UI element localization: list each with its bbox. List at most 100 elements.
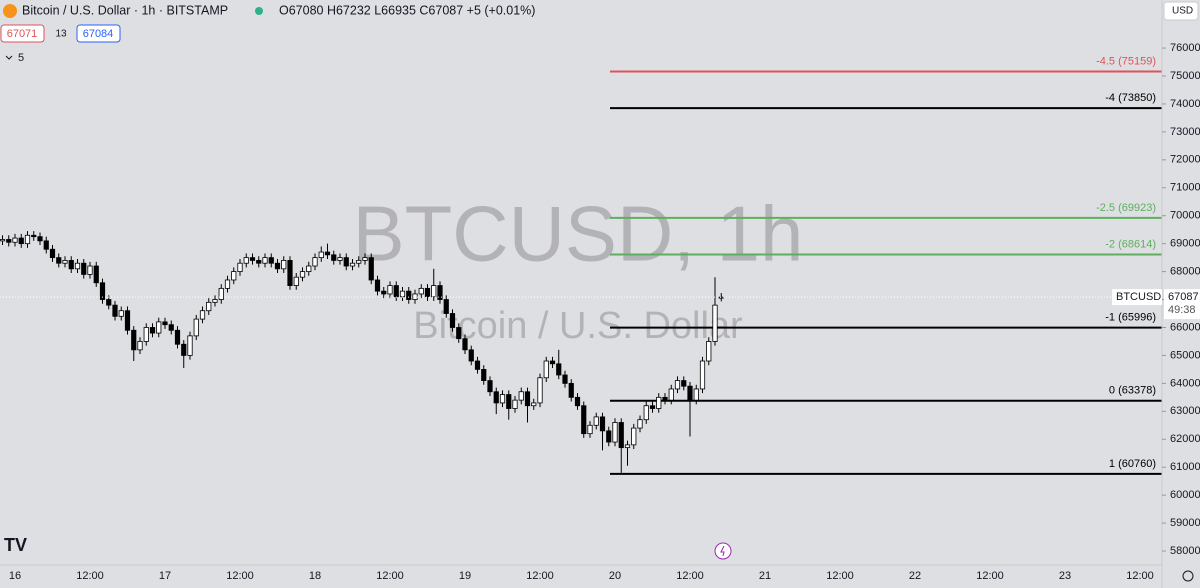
x-tick-label: 12:00 xyxy=(676,570,704,582)
candle-body xyxy=(474,360,481,370)
candle-body xyxy=(543,360,549,379)
candle-body xyxy=(306,265,312,273)
candle-body xyxy=(268,257,274,264)
currency-button[interactable] xyxy=(1163,1,1199,21)
y-tick-label: 61000 xyxy=(1170,461,1200,473)
candle-body xyxy=(31,234,37,238)
events-icon-bolt xyxy=(720,545,725,557)
watermark-sub: Bitcoin / U.S. Dollar xyxy=(413,305,743,347)
y-tick-label: 64000 xyxy=(1170,377,1200,389)
x-tick-label: 12:00 xyxy=(526,570,554,582)
candle-body xyxy=(618,422,624,449)
candle-body xyxy=(687,385,693,401)
candle-body xyxy=(224,279,231,289)
indicators-count[interactable]: 5 xyxy=(18,52,24,64)
symbol[interactable]: Bitcoin / U.S. Dollar · 1h · BITSTAMP xyxy=(22,3,228,17)
sell-button[interactable] xyxy=(0,24,45,43)
x-tick-label: 23 xyxy=(1059,570,1071,582)
candle-body xyxy=(324,251,331,256)
candle-body xyxy=(499,394,506,404)
candle-body xyxy=(18,237,24,245)
price-tag xyxy=(1164,289,1200,320)
candle-body xyxy=(481,369,487,381)
candle-body xyxy=(56,257,62,264)
settings-icon[interactable] xyxy=(1182,570,1194,582)
candle-body xyxy=(568,382,574,398)
y-tick-label: 70000 xyxy=(1170,210,1200,222)
candle-body xyxy=(274,262,281,270)
candle-body xyxy=(681,380,687,387)
candle-body xyxy=(68,260,74,270)
candle-body xyxy=(331,254,337,261)
x-tick-label: 20 xyxy=(609,570,621,582)
candle-body xyxy=(137,341,143,351)
y-tick-label: 62000 xyxy=(1170,433,1200,445)
candle-body xyxy=(131,329,137,351)
candle-body xyxy=(168,324,174,331)
candle-body xyxy=(556,363,562,376)
candle-body xyxy=(593,416,599,426)
candle-body xyxy=(393,285,399,298)
candle-body xyxy=(337,257,343,261)
collapse-icon[interactable] xyxy=(5,55,13,60)
candle-body xyxy=(549,360,556,365)
status-dot xyxy=(255,7,263,15)
candle-body xyxy=(462,338,468,351)
candle-body xyxy=(374,279,381,292)
candle-body xyxy=(656,396,662,409)
spread: 13 xyxy=(55,29,67,40)
candle-body xyxy=(587,424,593,435)
candle-body xyxy=(599,416,606,432)
x-tick-label: 21 xyxy=(759,570,771,582)
candle-body xyxy=(518,391,524,401)
currency[interactable]: USD xyxy=(1172,6,1193,17)
candle-body xyxy=(406,290,412,300)
candle-body xyxy=(62,260,68,264)
candle-body xyxy=(581,405,587,435)
buy-price[interactable]: 67084 xyxy=(83,28,114,40)
candle-body xyxy=(262,257,268,264)
candle-body xyxy=(531,402,537,407)
candle-body xyxy=(493,391,499,404)
x-tick-label: 12:00 xyxy=(826,570,854,582)
x-tick-label: 18 xyxy=(309,570,321,582)
symbol-tag xyxy=(1112,289,1162,306)
candle-body xyxy=(43,240,49,250)
candle-body xyxy=(206,301,212,312)
candle-body xyxy=(243,257,249,264)
candle-body xyxy=(312,257,318,267)
y-tick-label: 76000 xyxy=(1170,42,1200,54)
candle-body xyxy=(537,377,543,404)
symbol-tag-label: BTCUSD xyxy=(1116,291,1161,303)
sell-price[interactable]: 67071 xyxy=(7,28,38,40)
candle-body xyxy=(418,287,424,295)
candle-body xyxy=(143,327,149,342)
ohlc-readout: O67080 H67232 L66935 C67087 +5 (+0.01%) xyxy=(279,3,535,17)
candle-body xyxy=(174,329,181,345)
candle-body xyxy=(112,304,118,317)
candle-body xyxy=(506,394,512,409)
candle-body xyxy=(199,310,206,320)
candle-body xyxy=(343,257,349,267)
candle-body xyxy=(387,285,393,295)
candle-body xyxy=(362,257,368,261)
y-tick-label: 69000 xyxy=(1170,238,1200,250)
candle-body xyxy=(431,285,437,298)
candle-body xyxy=(256,260,262,264)
logo: TV xyxy=(4,535,27,555)
candle-body xyxy=(468,349,474,362)
candle-body xyxy=(299,271,306,278)
events-icon[interactable] xyxy=(714,542,732,560)
candle-body xyxy=(443,299,449,314)
y-tick-label: 63000 xyxy=(1170,405,1200,417)
candle-body xyxy=(0,239,6,242)
y-tick-label: 71000 xyxy=(1170,182,1200,194)
fib-label: 1 (60760) xyxy=(1109,458,1156,470)
candle-body xyxy=(368,257,374,281)
candle-body xyxy=(218,287,224,300)
candle-body xyxy=(662,396,668,401)
buy-button[interactable] xyxy=(76,24,121,43)
candle-body xyxy=(512,399,518,409)
